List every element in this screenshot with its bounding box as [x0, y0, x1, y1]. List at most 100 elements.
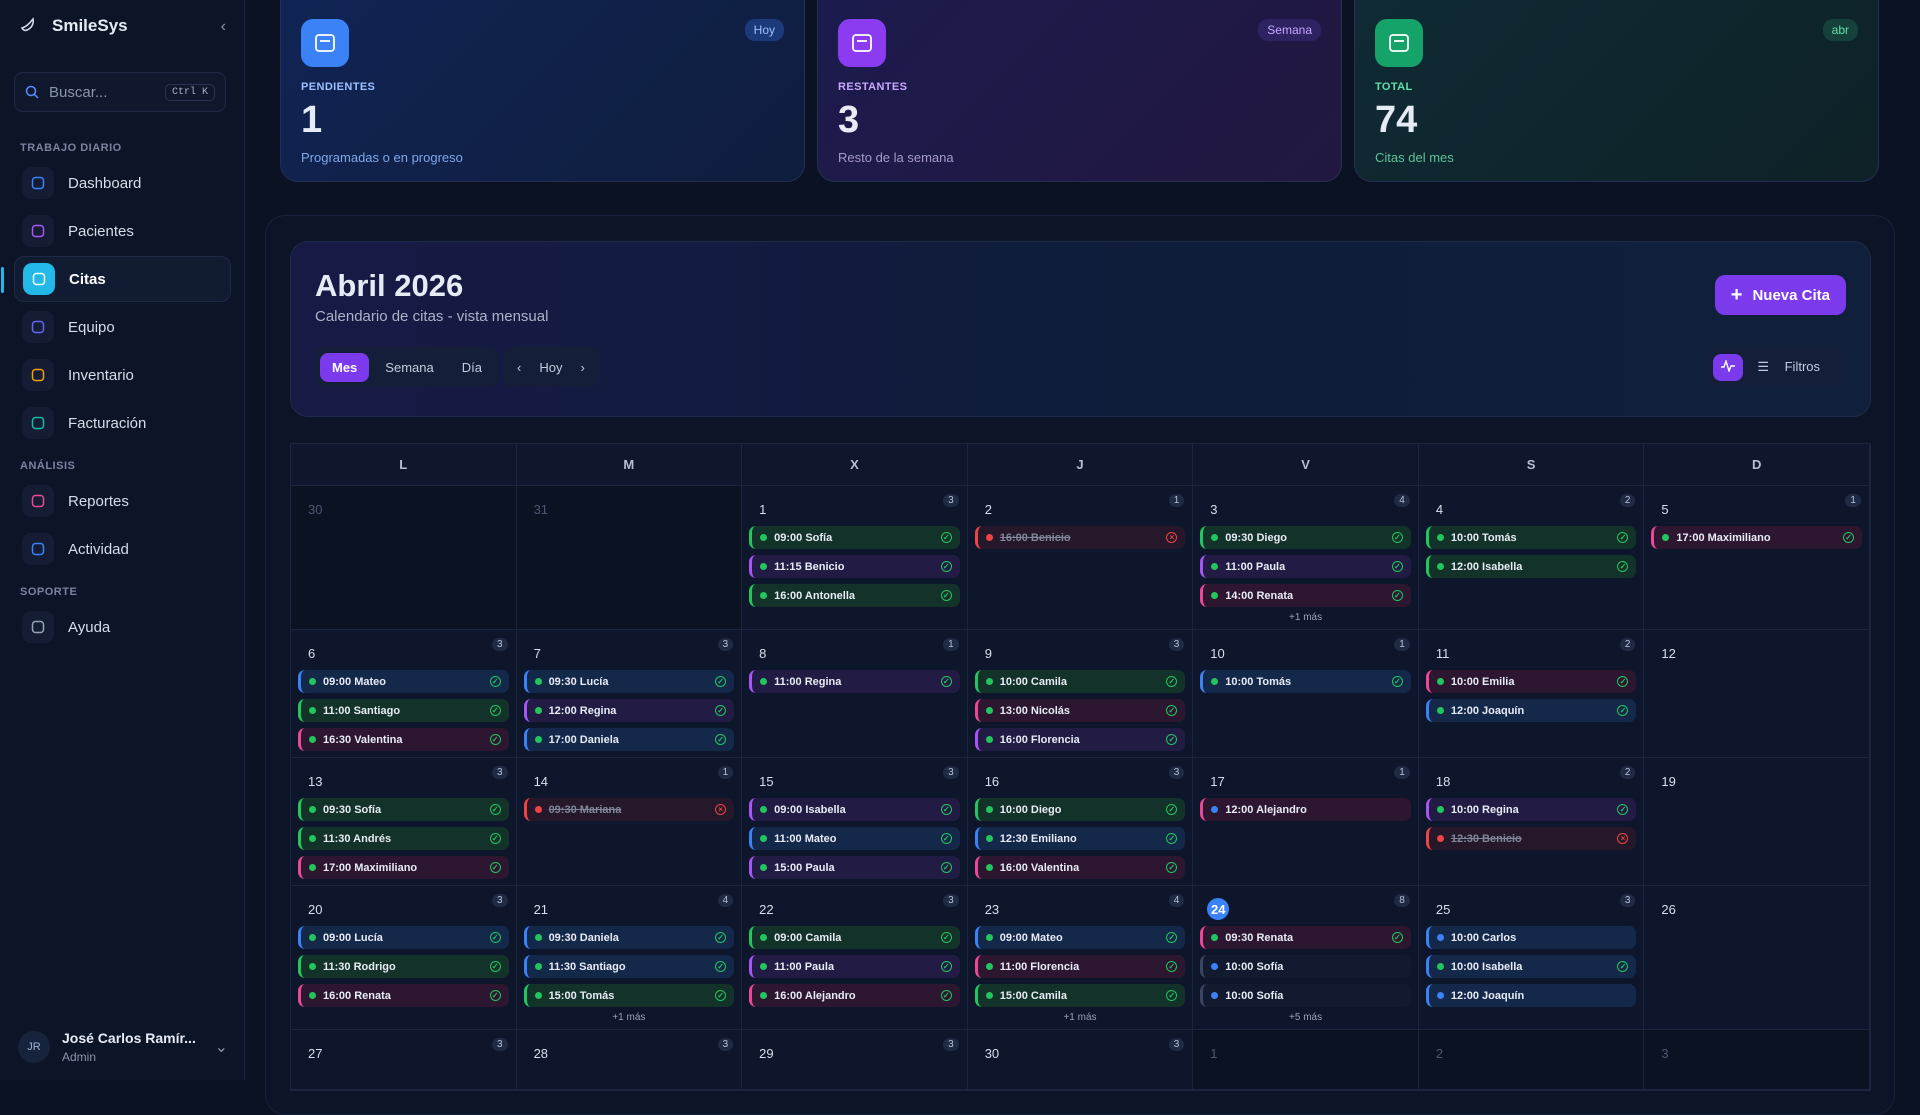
day-cell[interactable]: 31 [516, 486, 743, 630]
user[interactable]: JR José Carlos Ramír... Admin ⌄ [18, 1030, 228, 1064]
day-cell[interactable]: 17 1 12:00 Alejandro [1193, 758, 1419, 886]
event[interactable]: 10:00 Tomás ✓ [1200, 670, 1411, 693]
filters[interactable]: ☰ Filtros [1709, 347, 1846, 387]
event[interactable]: 10:00 Carlos [1425, 926, 1637, 949]
day-cell[interactable]: 18 2 10:00 Regina ✓ 12:30 Benicio × [1418, 758, 1645, 886]
event[interactable]: 09:30 Mariana × [523, 798, 735, 821]
event[interactable]: 10:00 Camila ✓ [974, 670, 1186, 693]
day-cell[interactable]: 7 3 09:30 Lucía ✓ 12:00 Regina ✓ 17:00 Daniela… [516, 630, 743, 758]
nav-item[interactable]: Equipo [14, 304, 231, 350]
day-cell[interactable]: 9 3 10:00 Camila ✓ 13:00 Nicolás ✓ 16:00 Flore… [967, 630, 1194, 758]
event[interactable]: 11:00 Mateo ✓ [749, 827, 960, 850]
event[interactable]: 16:00 Alejandro ✓ [749, 984, 960, 1007]
day-cell[interactable]: 15 3 09:00 Isabella ✓ 11:00 Mateo ✓ 15:00 Paul… [742, 758, 968, 886]
event[interactable]: 11:00 Santiago ✓ [298, 699, 509, 722]
event[interactable]: 10:00 Tomás ✓ [1425, 526, 1637, 549]
day-cell[interactable]: 30 3 [967, 1030, 1194, 1090]
event[interactable]: 12:00 Joaquín ✓ [1425, 699, 1637, 722]
day-cell[interactable]: 24 8 09:30 Renata ✓ 10:00 Sofía 10:00 Sofía +5… [1193, 886, 1419, 1030]
day-cell[interactable]: 30 [291, 486, 517, 630]
event[interactable]: 11:00 Paula ✓ [749, 955, 960, 978]
day-cell[interactable]: 2 [1418, 1030, 1645, 1090]
prev-button[interactable]: ‹ [517, 359, 522, 375]
event[interactable]: 09:30 Diego ✓ [1200, 526, 1411, 549]
day-cell[interactable]: 20 3 09:00 Lucía ✓ 11:30 Rodrigo ✓ 16:00 Renat… [291, 886, 517, 1030]
event[interactable]: 12:00 Isabella ✓ [1425, 555, 1637, 578]
day-cell[interactable]: 12 [1644, 630, 1870, 758]
event[interactable]: 16:00 Renata ✓ [298, 984, 509, 1007]
event[interactable]: 09:00 Mateo ✓ [974, 926, 1186, 949]
today-button[interactable]: Hoy [539, 359, 563, 375]
event[interactable]: 14:00 Renata ✓ [1200, 584, 1411, 607]
day-cell[interactable]: 2 1 16:00 Benicio × [967, 486, 1194, 630]
event[interactable]: 11:00 Regina ✓ [749, 670, 960, 693]
event[interactable]: 15:00 Camila ✓ [974, 984, 1186, 1007]
day-cell[interactable]: 29 3 [742, 1030, 968, 1090]
event[interactable]: 10:00 Sofía [1200, 955, 1411, 978]
event[interactable]: 09:30 Renata ✓ [1200, 926, 1411, 949]
event[interactable]: 12:00 Alejandro [1200, 798, 1411, 821]
day-cell[interactable]: 1 [1193, 1030, 1419, 1090]
event[interactable]: 09:30 Daniela ✓ [523, 926, 735, 949]
day-cell[interactable]: 10 1 10:00 Tomás ✓ [1193, 630, 1419, 758]
event[interactable]: 09:30 Sofía ✓ [298, 798, 509, 821]
day-cell[interactable]: 6 3 09:00 Mateo ✓ 11:00 Santiago ✓ 16:30 Valen… [291, 630, 517, 758]
event[interactable]: 09:00 Mateo ✓ [298, 670, 509, 693]
activity-toggle[interactable] [1713, 353, 1744, 381]
event[interactable]: 16:30 Valentina ✓ [298, 728, 509, 751]
day-cell[interactable]: 3 4 09:30 Diego ✓ 11:00 Paula ✓ 14:00 Renata ✓ +… [1193, 486, 1419, 630]
event[interactable]: 11:00 Florencia ✓ [974, 955, 1186, 978]
event[interactable]: 11:30 Andrés ✓ [298, 827, 509, 850]
event[interactable]: 16:00 Valentina ✓ [974, 856, 1186, 879]
day-cell[interactable]: 21 4 09:30 Daniela ✓ 11:30 Santiago ✓ 15:00 To… [516, 886, 743, 1030]
day-cell[interactable]: 5 1 17:00 Maximiliano ✓ [1644, 486, 1870, 630]
event[interactable]: 10:00 Isabella ✓ [1425, 955, 1637, 978]
event[interactable]: 16:00 Florencia ✓ [974, 728, 1186, 751]
collapse-button[interactable]: ‹ [220, 18, 226, 35]
day-cell[interactable]: 16 3 10:00 Diego ✓ 12:30 Emiliano ✓ 16:00 Vale… [967, 758, 1194, 886]
event[interactable]: 13:00 Nicolás ✓ [974, 699, 1186, 722]
day-cell[interactable]: 14 1 09:30 Mariana × [516, 758, 743, 886]
event[interactable]: 17:00 Maximiliano ✓ [1651, 526, 1862, 549]
nav-item[interactable]: Ayuda [14, 604, 231, 650]
event[interactable]: 11:15 Benicio ✓ [749, 555, 960, 578]
new-button[interactable]: + Nueva Cita [1714, 275, 1846, 315]
event[interactable]: 11:00 Paula ✓ [1200, 555, 1411, 578]
day-cell[interactable]: 25 3 10:00 Carlos 10:00 Isabella ✓ 12:00 Joaq… [1418, 886, 1645, 1030]
search-box[interactable]: Buscar... Ctrl K [14, 72, 226, 112]
event[interactable]: 11:30 Rodrigo ✓ [298, 955, 509, 978]
event[interactable]: 15:00 Tomás ✓ [523, 984, 735, 1007]
nav-item[interactable]: Citas [1, 256, 231, 302]
event[interactable]: 10:00 Regina ✓ [1425, 798, 1637, 821]
event[interactable]: 09:30 Lucía ✓ [523, 670, 735, 693]
event[interactable]: 12:00 Regina ✓ [523, 699, 735, 722]
event[interactable]: 16:00 Benicio × [974, 526, 1186, 549]
nav-item[interactable]: Facturación [14, 400, 231, 446]
day-cell[interactable]: 4 2 10:00 Tomás ✓ 12:00 Isabella ✓ [1418, 486, 1645, 630]
view-tab[interactable]: Día [461, 359, 482, 375]
nav-item[interactable]: Actividad [14, 526, 231, 572]
event[interactable]: 17:00 Maximiliano ✓ [298, 856, 509, 879]
event[interactable]: 09:00 Isabella ✓ [749, 798, 960, 821]
nav-item[interactable]: Reportes [14, 478, 231, 524]
day-cell[interactable]: 27 3 [291, 1030, 517, 1090]
more-link[interactable]: +1 más [1289, 612, 1323, 623]
view-tab[interactable]: Mes [320, 352, 370, 382]
nav-item[interactable]: Inventario [14, 352, 231, 398]
day-cell[interactable]: 8 1 11:00 Regina ✓ [742, 630, 968, 758]
day-cell[interactable]: 1 3 09:00 Sofía ✓ 11:15 Benicio ✓ 16:00 Antone… [742, 486, 968, 630]
day-cell[interactable]: 13 3 09:30 Sofía ✓ 11:30 Andrés ✓ 17:00 Maximi… [291, 758, 517, 886]
more-link[interactable]: +1 más [612, 1012, 646, 1023]
event[interactable]: 10:00 Diego ✓ [974, 798, 1186, 821]
event[interactable]: 09:00 Sofía ✓ [749, 526, 960, 549]
view-tab[interactable]: Semana [385, 359, 434, 375]
event[interactable]: 12:30 Benicio × [1425, 827, 1637, 850]
nav-item[interactable]: Dashboard [14, 160, 231, 206]
day-cell[interactable]: 11 2 10:00 Emilia ✓ 12:00 Joaquín ✓ [1418, 630, 1645, 758]
event[interactable]: 16:00 Antonella ✓ [749, 584, 960, 607]
event[interactable]: 09:00 Lucía ✓ [298, 926, 509, 949]
day-cell[interactable]: 23 4 09:00 Mateo ✓ 11:00 Florencia ✓ 15:00 Cam… [967, 886, 1194, 1030]
event[interactable]: 12:00 Joaquín [1425, 984, 1637, 1007]
day-cell[interactable]: 26 [1644, 886, 1870, 1030]
more-link[interactable]: +1 más [1063, 1012, 1097, 1023]
